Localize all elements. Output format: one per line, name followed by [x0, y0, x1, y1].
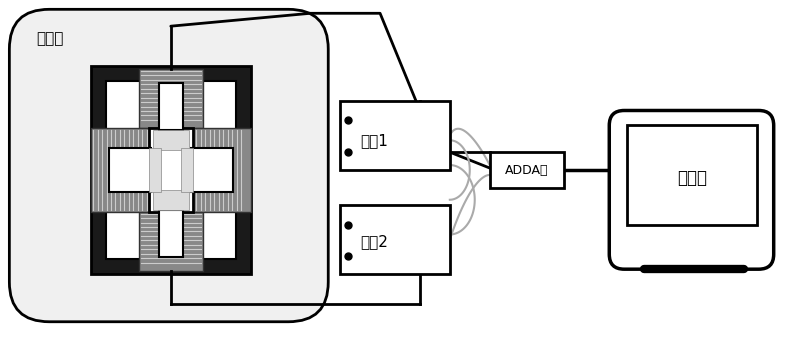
Bar: [159, 83, 182, 130]
Bar: [106, 81, 235, 259]
Bar: [149, 148, 161, 192]
Bar: [627, 125, 757, 224]
Bar: [181, 128, 250, 212]
Bar: [181, 148, 193, 192]
FancyBboxPatch shape: [610, 110, 774, 269]
Bar: [159, 210, 182, 257]
FancyBboxPatch shape: [340, 101, 450, 170]
Bar: [109, 148, 151, 192]
FancyBboxPatch shape: [490, 152, 565, 188]
Bar: [149, 128, 193, 212]
FancyBboxPatch shape: [10, 9, 328, 322]
Text: 电源1: 电源1: [360, 133, 388, 148]
Bar: [139, 212, 202, 271]
Bar: [91, 128, 161, 212]
FancyBboxPatch shape: [340, 205, 450, 274]
Bar: [153, 130, 189, 150]
Text: 电磁铁: 电磁铁: [36, 31, 64, 46]
Text: 电源2: 电源2: [360, 234, 388, 249]
Bar: [190, 148, 233, 192]
Bar: [139, 69, 202, 128]
Bar: [153, 190, 189, 210]
Bar: [91, 66, 250, 274]
Text: ADDA卡: ADDA卡: [505, 164, 548, 176]
Text: 计算机: 计算机: [677, 169, 707, 187]
